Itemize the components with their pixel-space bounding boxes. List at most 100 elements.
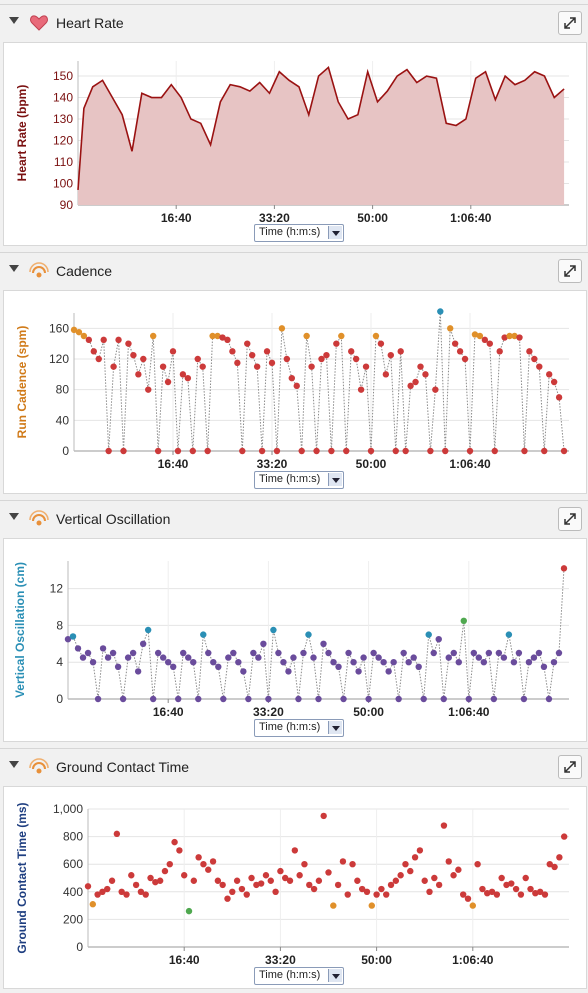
data-point xyxy=(466,447,474,455)
divider xyxy=(0,500,588,501)
data-point xyxy=(355,668,362,675)
data-point xyxy=(234,359,241,367)
data-point xyxy=(105,447,112,455)
data-point xyxy=(425,631,432,638)
data-point xyxy=(447,325,454,332)
data-point xyxy=(154,447,162,455)
y-tick-label: 80 xyxy=(56,383,70,397)
heart-rate-panel: Heart Rate 90 100 110 120 130 140 150 16:40 33:2… xyxy=(0,0,588,248)
data-point xyxy=(194,355,201,363)
data-point xyxy=(516,334,523,341)
time-format-select[interactable]: Time (h:m:s) xyxy=(254,471,344,489)
data-point xyxy=(250,649,257,657)
data-point xyxy=(130,351,137,359)
data-point xyxy=(219,334,226,341)
data-point xyxy=(382,371,390,378)
time-format-select[interactable]: Time (h:m:s) xyxy=(254,224,344,242)
collapse-caret-icon[interactable] xyxy=(9,17,19,24)
data-point xyxy=(272,888,279,895)
chart-area: 0 4 8 12 16:40 33:20 50:00 1:06:40 Vertical Osci… xyxy=(3,538,587,742)
data-point xyxy=(481,336,489,344)
data-point xyxy=(286,877,294,884)
expand-icon[interactable] xyxy=(558,11,582,35)
data-point xyxy=(435,881,443,889)
heart-icon xyxy=(30,15,48,31)
data-point xyxy=(214,877,222,884)
data-point xyxy=(352,355,360,363)
data-point xyxy=(253,881,260,889)
data-point xyxy=(456,348,464,355)
data-point xyxy=(330,659,337,666)
data-point xyxy=(415,663,422,670)
data-point xyxy=(517,891,525,898)
data-point xyxy=(215,663,222,670)
cadence-panel: Cadence 0 40 80 120 160 16:40 33:20 50:00 1:06:4… xyxy=(0,252,588,496)
data-point xyxy=(308,363,315,370)
collapse-caret-icon[interactable] xyxy=(9,513,19,520)
data-point xyxy=(310,885,318,893)
data-point xyxy=(142,891,149,898)
expand-icon[interactable] xyxy=(558,259,582,283)
data-point xyxy=(530,654,538,661)
heart-rate-area xyxy=(78,67,565,206)
data-point xyxy=(89,659,97,666)
data-point xyxy=(397,348,404,355)
data-point xyxy=(392,877,400,884)
x-tick-label: 33:20 xyxy=(265,953,296,967)
data-point xyxy=(169,348,177,355)
x-tick-label: 1:06:40 xyxy=(449,457,491,471)
collapse-caret-icon[interactable] xyxy=(9,761,19,768)
data-point xyxy=(114,663,122,670)
data-point xyxy=(104,885,111,893)
data-point xyxy=(179,371,187,378)
data-point xyxy=(147,874,154,882)
data-point xyxy=(440,695,447,703)
data-point xyxy=(185,907,193,915)
data-point xyxy=(134,668,142,675)
time-format-select[interactable]: Time (h:m:s) xyxy=(254,967,344,985)
data-point xyxy=(204,447,211,455)
data-point xyxy=(75,328,83,336)
data-point xyxy=(283,355,291,363)
collapse-caret-icon[interactable] xyxy=(9,265,19,272)
data-point xyxy=(243,891,250,898)
data-point xyxy=(510,659,518,666)
data-point xyxy=(248,874,255,882)
y-tick-label: 200 xyxy=(63,912,83,926)
chevron-down-icon xyxy=(328,473,342,486)
data-point xyxy=(422,371,429,378)
data-point xyxy=(95,355,102,363)
data-point xyxy=(475,654,483,661)
divider xyxy=(0,748,588,749)
data-point xyxy=(260,640,267,647)
data-point xyxy=(525,659,533,666)
data-point xyxy=(137,888,145,895)
data-point xyxy=(532,889,539,897)
y-tick-label: 150 xyxy=(53,69,73,83)
running-sensor-icon xyxy=(29,262,49,278)
x-tick-label: 1:06:40 xyxy=(448,705,490,719)
data-point xyxy=(113,830,121,838)
expand-icon[interactable] xyxy=(558,507,582,531)
time-format-select[interactable]: Time (h:m:s) xyxy=(254,719,344,737)
data-point xyxy=(219,881,226,889)
data-point xyxy=(210,659,217,666)
x-tick-label: 1:06:40 xyxy=(452,953,494,967)
expand-icon[interactable] xyxy=(558,755,582,779)
data-point xyxy=(506,332,513,340)
data-point xyxy=(508,880,515,887)
x-tick-label: 16:40 xyxy=(158,457,189,471)
data-point xyxy=(390,659,397,666)
data-point xyxy=(325,869,332,876)
data-point xyxy=(185,654,192,661)
data-point xyxy=(560,833,568,840)
data-point xyxy=(115,336,122,344)
data-point xyxy=(303,332,310,340)
data-point xyxy=(89,901,97,908)
data-point xyxy=(99,888,106,895)
data-point xyxy=(214,332,221,340)
data-point xyxy=(255,654,262,661)
x-tick-label: 33:20 xyxy=(253,705,284,719)
data-point xyxy=(282,874,289,882)
data-point xyxy=(108,877,116,884)
